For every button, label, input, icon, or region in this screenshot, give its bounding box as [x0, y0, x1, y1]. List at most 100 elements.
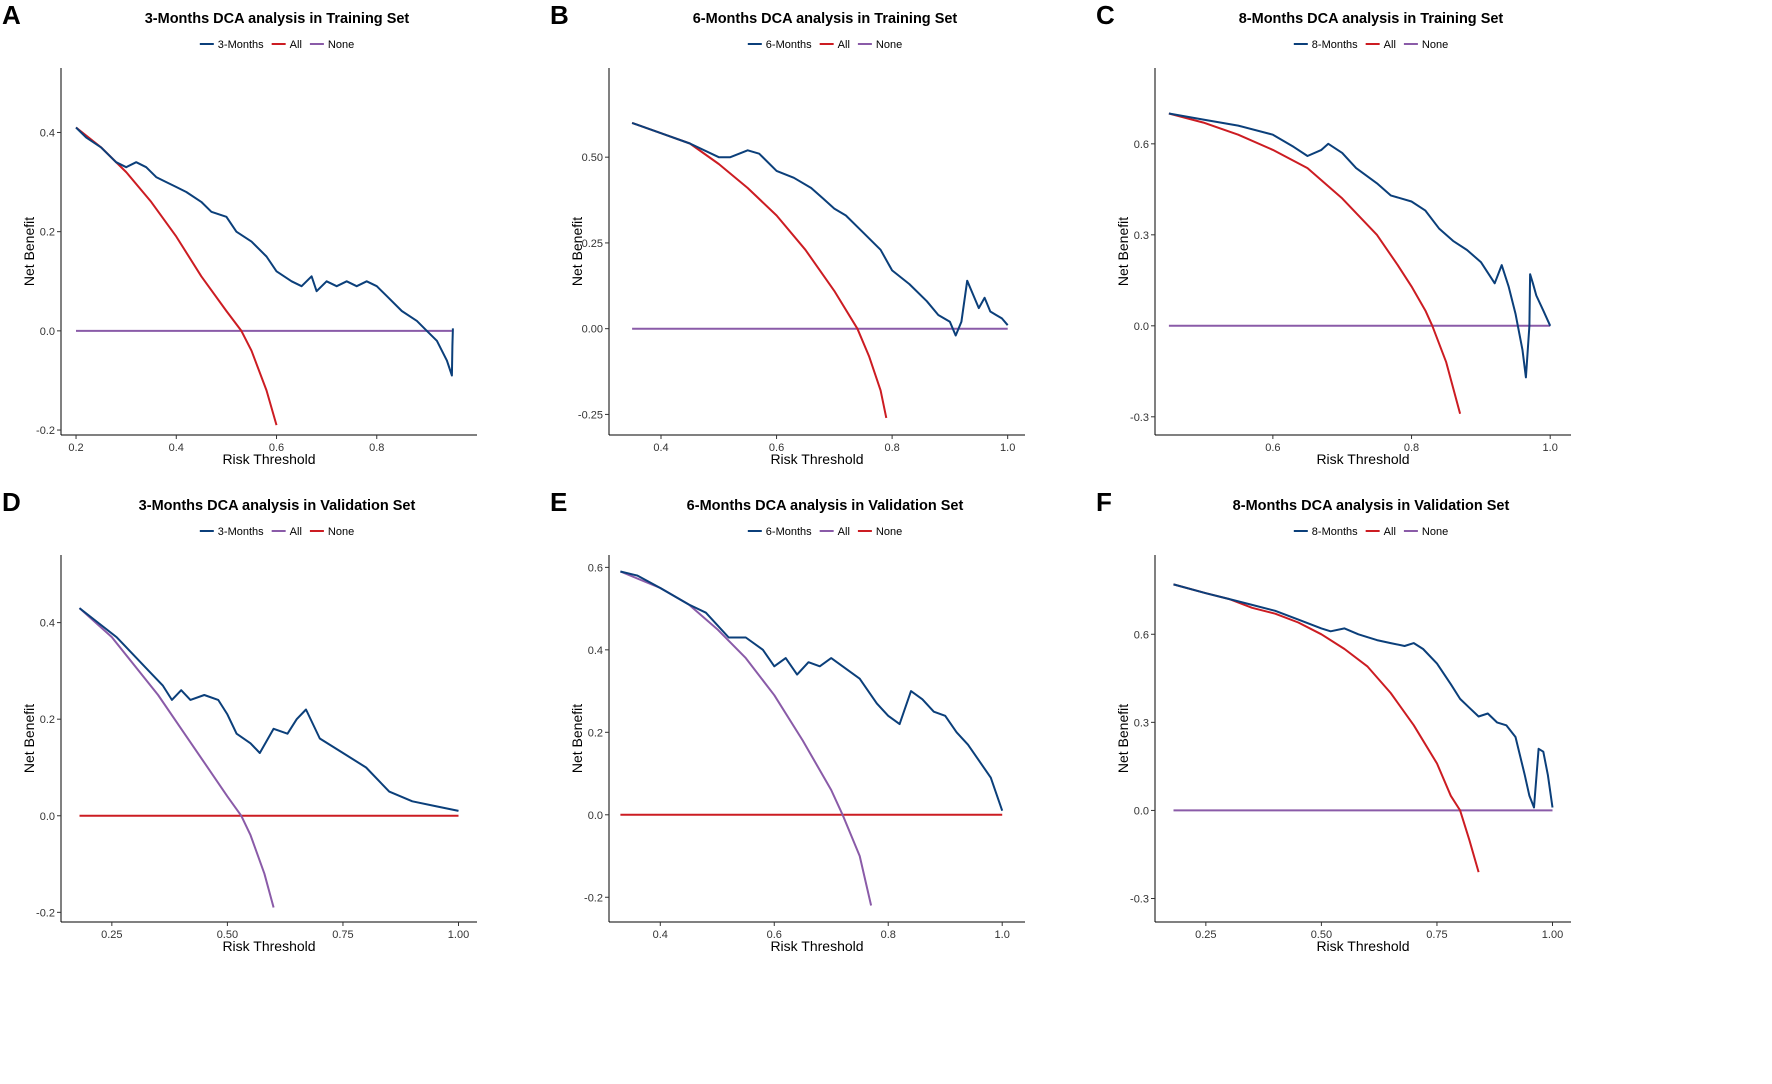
legend: 6-Months All None: [747, 39, 902, 51]
y-tick-label: 0.6: [1134, 629, 1149, 641]
series-line-all: [75, 126, 278, 426]
x-axis-title: Risk Threshold: [1316, 938, 1409, 954]
x-axis-title: Risk Threshold: [770, 451, 863, 467]
x-tick-label: 0.6: [269, 442, 284, 454]
y-tick-label: 0.2: [40, 227, 55, 239]
chart-title: 6-Months DCA analysis in Validation Set: [687, 498, 964, 514]
y-tick-label: -0.25: [578, 409, 603, 421]
y-tick-label: 0.0: [40, 811, 55, 823]
legend: 8-Months All None: [1293, 39, 1448, 51]
chart-D: 3-Months DCA analysis in Validation Set 3…: [21, 498, 477, 954]
chart-C: 8-Months DCA analysis in Training Set 8-M…: [1115, 11, 1571, 467]
legend-label: None: [328, 39, 354, 51]
y-tick-label: 0.4: [588, 645, 603, 657]
y-axis-title: Net Benefit: [21, 704, 37, 773]
legend-label: All: [838, 526, 850, 538]
y-tick-label: 0.0: [588, 810, 603, 822]
legend-label: None: [876, 526, 902, 538]
chart-title: 6-Months DCA analysis in Training Set: [693, 11, 958, 27]
chart-E: 6-Months DCA analysis in Validation Set 6…: [569, 498, 1025, 954]
legend-label: 3-Months: [218, 526, 264, 538]
legend-label: None: [876, 39, 902, 51]
legend-label: 8-Months: [1312, 526, 1358, 538]
panel-C: C 8-Months DCA analysis in Training Set 8…: [1094, 0, 1684, 542]
chart-title: 3-Months DCA analysis in Training Set: [145, 11, 410, 27]
x-tick-label: 1.0: [1000, 442, 1015, 454]
x-axis-title: Risk Threshold: [222, 938, 315, 954]
x-tick-label: 1.00: [448, 929, 469, 941]
panel-label: C: [1096, 0, 1115, 30]
panel-B: B 6-Months DCA analysis in Training Set 6…: [548, 0, 1138, 542]
x-tick-label: 1.00: [1542, 929, 1563, 941]
y-axis-title: Net Benefit: [21, 217, 37, 286]
x-tick-label: 0.8: [881, 929, 896, 941]
x-tick-label: 0.6: [767, 929, 782, 941]
series-line-all: [1173, 583, 1480, 873]
y-tick-label: -0.2: [36, 907, 55, 919]
panel-label: A: [2, 0, 21, 30]
series-line-all: [620, 570, 873, 906]
y-tick-label: 0.6: [1134, 139, 1149, 151]
x-axis-title: Risk Threshold: [222, 451, 315, 467]
legend-label: 6-Months: [766, 526, 812, 538]
x-tick-label: 0.6: [769, 442, 784, 454]
y-tick-label: 0.3: [1134, 230, 1149, 242]
y-tick-label: 0.0: [40, 326, 55, 338]
series-line-all: [1168, 112, 1462, 415]
chart-title: 3-Months DCA analysis in Validation Set: [139, 498, 416, 514]
series-line-6-months: [620, 570, 1004, 812]
chart-title: 8-Months DCA analysis in Validation Set: [1233, 498, 1510, 514]
legend: 6-Months All None: [747, 526, 902, 538]
panel-F: F 8-Months DCA analysis in Validation Se…: [1094, 487, 1684, 1029]
x-tick-label: 0.4: [169, 442, 184, 454]
y-tick-label: -0.3: [1130, 412, 1149, 424]
x-tick-label: 0.8: [1404, 442, 1419, 454]
legend-label: All: [290, 39, 302, 51]
legend-label: 6-Months: [766, 39, 812, 51]
y-tick-label: -0.2: [36, 425, 55, 437]
y-tick-label: 0.0: [1134, 321, 1149, 333]
y-axis-title: Net Benefit: [1115, 217, 1131, 286]
y-axis-title: Net Benefit: [1115, 704, 1131, 773]
legend-label: All: [290, 526, 302, 538]
x-tick-label: 0.8: [884, 442, 899, 454]
x-tick-label: 0.50: [1311, 929, 1332, 941]
y-tick-label: 0.2: [40, 714, 55, 726]
chart-title: 8-Months DCA analysis in Training Set: [1239, 11, 1504, 27]
legend: 8-Months All None: [1293, 526, 1448, 538]
x-tick-label: 0.2: [68, 442, 83, 454]
series-line-6-months: [631, 121, 1009, 337]
series-line-all: [78, 607, 275, 908]
chart-A: 3-Months DCA analysis in Training Set 3-M…: [21, 11, 477, 467]
legend: 3-Months All None: [199, 526, 354, 538]
panel-E: E 6-Months DCA analysis in Validation Se…: [548, 487, 1138, 1029]
y-tick-label: 0.2: [588, 727, 603, 739]
x-tick-label: 0.8: [369, 442, 384, 454]
chart-B: 6-Months DCA analysis in Training Set 6-M…: [569, 11, 1025, 467]
y-axis-title: Net Benefit: [569, 704, 585, 773]
legend-label: 8-Months: [1312, 39, 1358, 51]
panel-label: F: [1096, 487, 1112, 517]
y-tick-label: 0.00: [582, 324, 603, 336]
y-tick-label: 0.25: [582, 238, 603, 250]
legend-label: All: [1384, 39, 1396, 51]
x-tick-label: 0.4: [653, 442, 668, 454]
legend: 3-Months All None: [199, 39, 354, 51]
x-tick-label: 0.75: [332, 929, 353, 941]
legend-label: 3-Months: [218, 39, 264, 51]
x-tick-label: 0.6: [1265, 442, 1280, 454]
y-tick-label: -0.3: [1130, 894, 1149, 906]
chart-F: 8-Months DCA analysis in Validation Set 8…: [1115, 498, 1571, 954]
x-tick-label: 0.75: [1426, 929, 1447, 941]
y-tick-label: 0.3: [1134, 717, 1149, 729]
x-tick-label: 0.25: [1195, 929, 1216, 941]
series-line-3-months: [75, 126, 454, 377]
x-axis-title: Risk Threshold: [1316, 451, 1409, 467]
panel-label: B: [550, 0, 569, 30]
y-tick-label: 0.6: [588, 562, 603, 574]
legend-label: None: [1422, 39, 1448, 51]
panel-A: A 3-Months DCA analysis in Training Set 3…: [0, 0, 590, 542]
x-tick-label: 0.50: [217, 929, 238, 941]
legend-label: None: [1422, 526, 1448, 538]
panel-label: E: [550, 487, 568, 517]
